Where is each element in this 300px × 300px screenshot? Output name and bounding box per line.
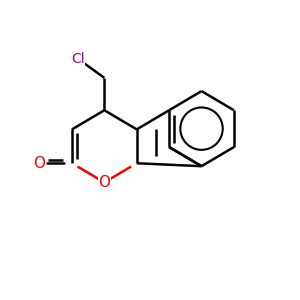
Text: O: O	[34, 156, 46, 171]
Text: O: O	[98, 175, 110, 190]
Text: Cl: Cl	[71, 52, 85, 66]
